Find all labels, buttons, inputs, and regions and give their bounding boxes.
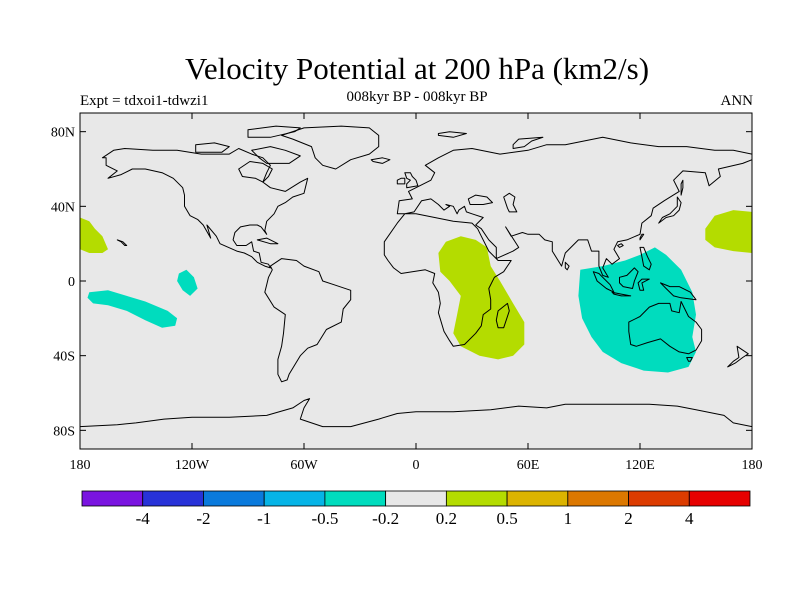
coastline-caspian-sea bbox=[503, 192, 518, 213]
coastline-iceland bbox=[370, 157, 391, 164]
plot-subtitle: 008kyr BP - 008kyr BP bbox=[346, 89, 488, 105]
coastline-sulawesi bbox=[637, 278, 650, 291]
colorbar-box bbox=[628, 490, 690, 507]
coastline-hawaii bbox=[116, 239, 128, 246]
season-label: ANN bbox=[720, 93, 754, 109]
lat-tick-label: 40S bbox=[53, 350, 75, 365]
lon-tick-label: 0 bbox=[413, 458, 420, 473]
coastline-madagascar bbox=[495, 302, 510, 329]
coastline-eurasia-africa bbox=[383, 136, 752, 347]
lat-tick-label: 80N bbox=[51, 126, 75, 141]
colorbar-box bbox=[142, 490, 204, 507]
colorbar-box bbox=[203, 490, 265, 507]
colorbar-label: -2 bbox=[196, 509, 210, 528]
positive-region-central-pacific-north bbox=[80, 217, 108, 253]
colorbar-box bbox=[445, 490, 508, 507]
experiment-label: Expt = tdxoi1-tdwzi1 bbox=[80, 93, 209, 109]
colorbar-label: 1 bbox=[564, 509, 573, 528]
coastline-new-guinea bbox=[660, 282, 697, 301]
negative-region-east-pacific-north bbox=[177, 269, 198, 296]
colorbar-label: -0.2 bbox=[372, 509, 399, 528]
lon-tick-label: 120W bbox=[175, 458, 210, 473]
coastline-antarctica bbox=[80, 398, 752, 428]
coastline-baffin-island bbox=[251, 146, 301, 164]
colorbar-box bbox=[324, 490, 387, 507]
lon-tick-label: 60E bbox=[517, 458, 540, 473]
coastline-greenland bbox=[281, 125, 380, 170]
coastline-cuba bbox=[256, 237, 279, 245]
plot-title: Velocity Potential at 200 hPa (km2/s) bbox=[184, 51, 650, 86]
colorbar: -4 -2 -1 -0.5 -0.2 0.2 0.5 1 2 4 bbox=[81, 490, 751, 528]
negative-region-maritime-continent bbox=[578, 247, 696, 373]
coastline-sakhalin bbox=[680, 179, 684, 196]
coastline-tasmania bbox=[686, 357, 693, 362]
lon-tick-label: 120E bbox=[625, 458, 655, 473]
colorbar-label: 0.5 bbox=[496, 509, 517, 528]
coastline-south-america bbox=[264, 258, 352, 383]
lon-tick-label: 180 bbox=[70, 458, 91, 473]
lon-tick-label: 60W bbox=[290, 458, 318, 473]
colorbar-box bbox=[81, 490, 144, 507]
colorbar-box bbox=[567, 490, 629, 507]
colorbar-box bbox=[506, 490, 569, 507]
positive-region-africa-indian bbox=[438, 236, 525, 360]
coastline-novaya-zemlya bbox=[512, 136, 544, 149]
coastline-java bbox=[611, 291, 632, 297]
coastline-australia bbox=[628, 301, 703, 355]
coastline-ellesmere-island bbox=[247, 125, 301, 138]
coastline-layer bbox=[80, 125, 752, 428]
coastline-sri-lanka bbox=[564, 261, 570, 271]
colorbar-label: 4 bbox=[685, 509, 694, 528]
coastline-svalbard bbox=[437, 131, 467, 138]
colorbar-label: -1 bbox=[257, 509, 271, 528]
colorbar-label: -0.5 bbox=[311, 509, 338, 528]
coastline-hainan bbox=[617, 243, 624, 248]
colorbar-box bbox=[688, 490, 751, 507]
lon-tick-label: 180 bbox=[742, 458, 763, 473]
coastline-taiwan bbox=[639, 233, 645, 241]
colorbar-label: 0.2 bbox=[436, 509, 457, 528]
coastline-black-sea bbox=[467, 194, 493, 205]
colorbar-box bbox=[385, 490, 447, 507]
coastline-philippines bbox=[639, 246, 652, 271]
colorbar-label: 2 bbox=[624, 509, 633, 528]
coastline-victoria-island bbox=[195, 142, 230, 153]
coastline-borneo bbox=[619, 267, 639, 289]
coastline-british-isles bbox=[404, 172, 419, 189]
coastline-japan bbox=[658, 196, 682, 224]
colorbar-box bbox=[263, 490, 326, 507]
lat-tick-label: 40N bbox=[51, 200, 75, 215]
coastline-north-america bbox=[101, 148, 309, 269]
colorbar-label: -4 bbox=[136, 509, 151, 528]
lat-tick-label: 80S bbox=[53, 424, 75, 439]
axis-ticks: 180 120W 60W 0 60E 120E 180 80N 40N 0 40S 80S bbox=[51, 113, 763, 473]
positive-region-west-pacific bbox=[705, 210, 752, 253]
coastline-new-zealand bbox=[727, 345, 749, 368]
negative-region-east-pacific-south bbox=[87, 290, 178, 328]
lat-tick-label: 0 bbox=[68, 275, 75, 290]
coastline-hudson-bay bbox=[238, 161, 273, 183]
anomaly-layer bbox=[80, 210, 752, 373]
coastline-ireland bbox=[396, 177, 406, 185]
